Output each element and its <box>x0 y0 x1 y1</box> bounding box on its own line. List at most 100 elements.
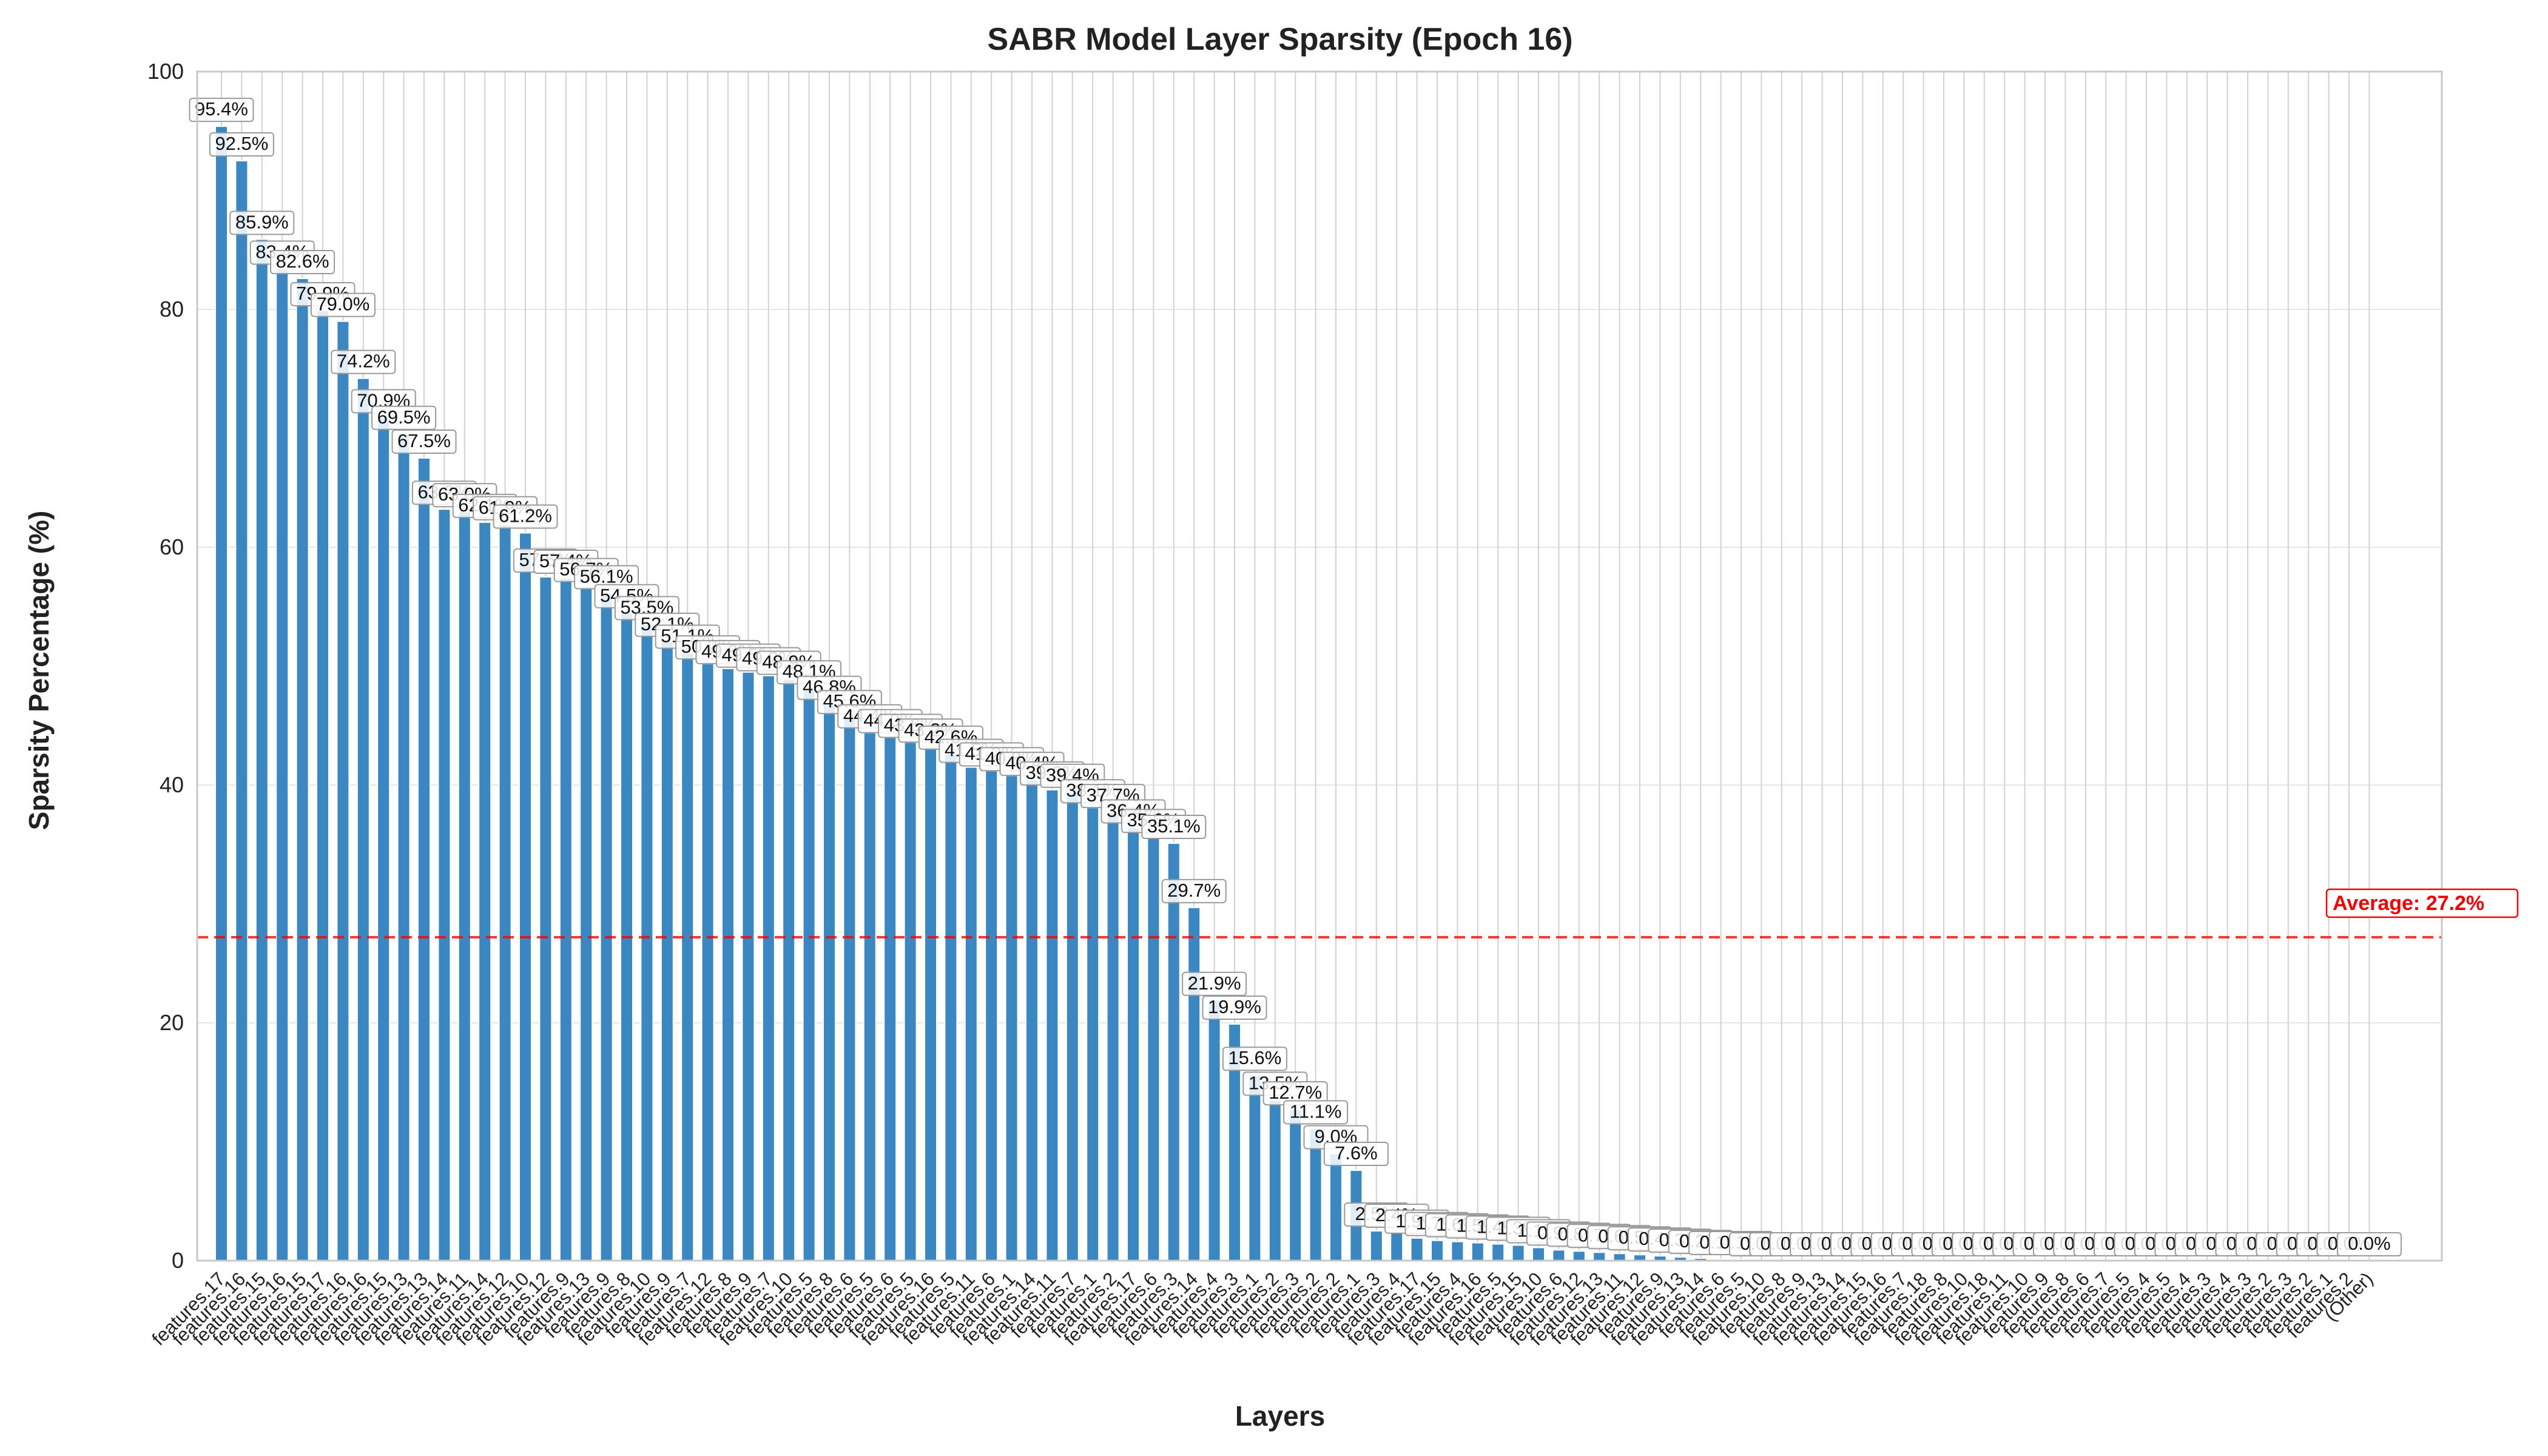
bar <box>1147 837 1161 1261</box>
bar <box>356 377 370 1261</box>
data-label-box <box>1161 878 1227 903</box>
bar <box>519 532 532 1261</box>
bar <box>275 268 289 1261</box>
bar <box>1592 1252 1606 1262</box>
bar <box>295 278 309 1261</box>
y-tick-label: 80 <box>160 297 184 322</box>
plot-frame <box>196 70 2443 1262</box>
bar <box>1431 1239 1444 1262</box>
data-label-text: 92.5% <box>215 133 268 154</box>
data-label-box <box>391 430 457 454</box>
average-label-box <box>2325 888 2519 918</box>
data-label: 12.7% <box>1262 1081 1328 1106</box>
bar <box>741 671 755 1262</box>
bar <box>437 508 451 1261</box>
x-tick-labels: features.17features.16features.15feature… <box>148 1268 2378 1349</box>
bar <box>316 309 329 1262</box>
bar <box>903 741 917 1261</box>
bars <box>215 126 1748 1262</box>
bar <box>579 585 593 1261</box>
data-label: 67.5% <box>391 430 457 454</box>
data-label-text: 67.5% <box>397 430 451 451</box>
data-label-text: 74.2% <box>337 351 390 372</box>
data-label-box <box>493 504 558 529</box>
data-label-box <box>1182 971 1247 996</box>
data-label: 69.5% <box>371 405 437 430</box>
bar <box>1187 906 1201 1261</box>
data-label-text: 56.1% <box>580 565 633 587</box>
data-label-text: 85.9% <box>235 211 289 232</box>
data-label-box <box>209 132 274 157</box>
data-label-text: 7.6% <box>1335 1142 1378 1164</box>
bar <box>1127 827 1140 1262</box>
data-label-box <box>1141 815 1207 840</box>
data-label-box <box>270 250 335 275</box>
data-label-box <box>371 405 437 430</box>
bar <box>843 718 857 1261</box>
y-tick-labels: 0 20 40 60 80 100 <box>147 59 184 1273</box>
bar <box>1369 1230 1383 1261</box>
data-label-text: 95.4% <box>195 98 248 120</box>
bar <box>1511 1244 1525 1262</box>
data-label: 56.1% <box>574 565 639 590</box>
bar <box>397 433 411 1261</box>
bar <box>1005 775 1019 1261</box>
y-axis-label: Sparsity Percentage (%) <box>23 511 55 831</box>
data-label-text: 69.5% <box>377 406 431 428</box>
bar <box>863 732 877 1261</box>
bar <box>255 238 269 1261</box>
data-label: 35.1% <box>1141 815 1207 840</box>
bar <box>782 678 796 1262</box>
bar <box>1106 812 1120 1261</box>
bar <box>1025 780 1039 1262</box>
data-label: 85.9% <box>229 211 295 235</box>
bar <box>599 593 613 1262</box>
average-label: Average: 27.2% <box>2333 892 2484 915</box>
bar <box>1065 791 1079 1261</box>
bar <box>1167 843 1181 1262</box>
x-axis-label: Layers <box>1235 1400 1325 1432</box>
data-label: 92.5% <box>209 132 274 157</box>
data-label-text: 12.7% <box>1269 1082 1322 1103</box>
data-label-box <box>331 349 396 374</box>
data-label: 82.6% <box>270 250 335 275</box>
bar <box>883 736 897 1261</box>
bar <box>478 521 492 1262</box>
data-label-box <box>1283 1100 1349 1125</box>
data-label: 7.6% <box>1323 1142 1389 1167</box>
data-label: 95.4% <box>189 98 254 123</box>
y-tick-label: 40 <box>160 772 184 797</box>
data-label-text: 19.9% <box>1208 996 1261 1017</box>
data-label-text: 29.7% <box>1167 880 1221 901</box>
data-label: 0.0% <box>2336 1232 2402 1256</box>
data-label: 79.0% <box>310 292 376 317</box>
data-label-box <box>2336 1232 2402 1256</box>
bar <box>377 417 391 1261</box>
bar <box>640 624 654 1261</box>
bar <box>1572 1250 1586 1262</box>
bar <box>823 703 836 1261</box>
bar <box>1532 1247 1545 1261</box>
bar <box>1045 789 1059 1261</box>
bar <box>1491 1243 1505 1262</box>
y-tick-label: 0 <box>172 1248 184 1273</box>
data-label-box <box>310 292 376 317</box>
data-label: 15.6% <box>1222 1046 1287 1071</box>
bar <box>721 667 735 1262</box>
bar <box>681 652 695 1261</box>
data-label-box <box>189 98 254 123</box>
bar <box>1613 1253 1626 1261</box>
data-label-text: 11.1% <box>1290 1100 1342 1122</box>
data-label: 29.7% <box>1161 878 1227 903</box>
data-label: 61.2% <box>493 504 558 529</box>
bar <box>1410 1237 1424 1262</box>
data-label-text: 82.6% <box>276 251 329 272</box>
data-label-box <box>1323 1142 1389 1167</box>
bar <box>559 577 573 1262</box>
bar <box>944 753 958 1262</box>
bar <box>660 640 674 1261</box>
bar <box>1390 1231 1404 1261</box>
y-tick-label: 60 <box>160 534 184 559</box>
data-labels: 95.4%92.5%85.9%83.4%82.6%79.9%79.0%74.2%… <box>189 98 2402 1256</box>
